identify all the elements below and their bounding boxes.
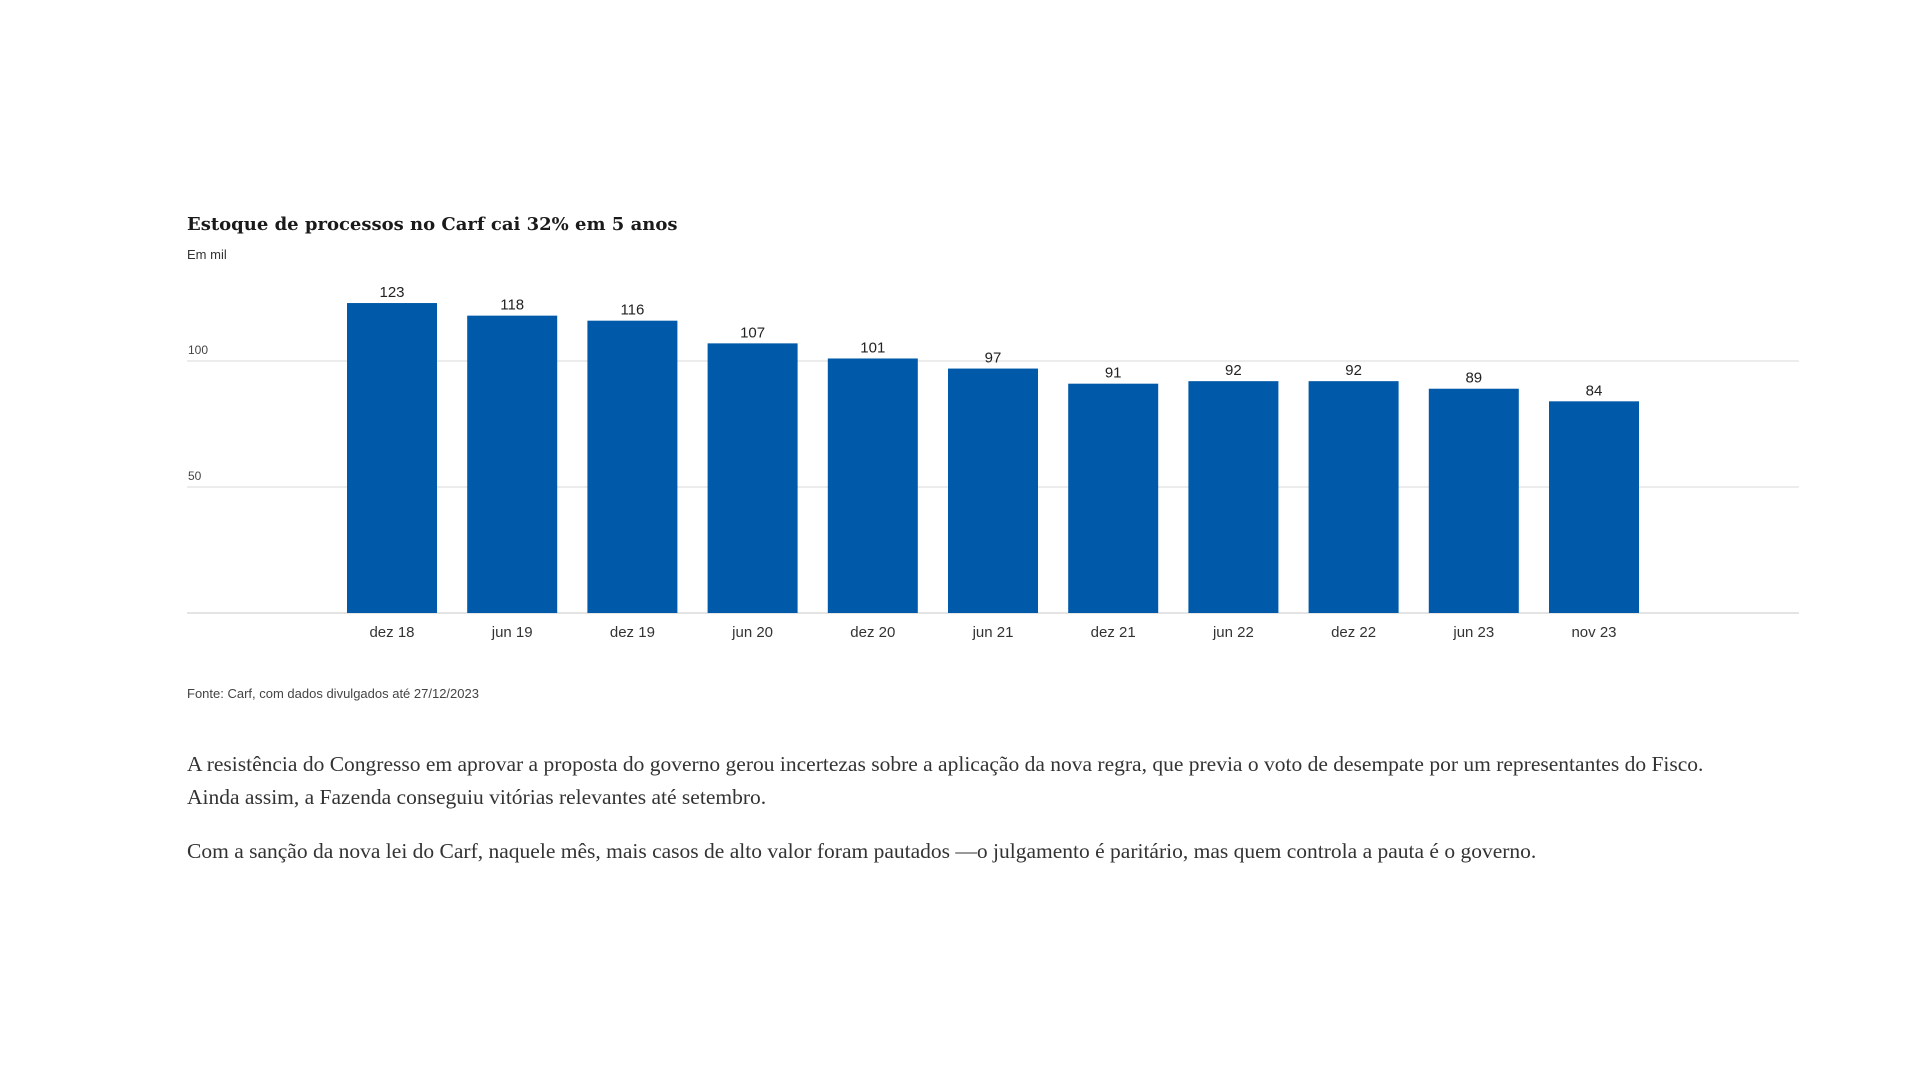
bar — [827, 358, 918, 613]
bar — [1068, 383, 1159, 613]
bar — [707, 343, 798, 613]
data-label: 91 — [1105, 365, 1122, 382]
x-tick-label: dez 20 — [850, 624, 895, 641]
x-tick-label: nov 23 — [1571, 624, 1616, 641]
x-tick-label: dez 19 — [610, 624, 655, 641]
data-label: 84 — [1586, 382, 1603, 399]
data-label: 101 — [860, 339, 885, 356]
bar-chart: 50 100 123 dez 18 118 jun 19 116 dez 19 107 jun 2… — [187, 284, 1799, 641]
article-paragraph: Com a sanção da nova lei do Carf, naquel… — [187, 839, 1537, 863]
bar — [347, 303, 437, 613]
x-tick-label: jun 20 — [731, 624, 773, 641]
data-label: 118 — [500, 297, 524, 314]
y-tick-label: 50 — [188, 469, 202, 483]
data-label: 89 — [1465, 370, 1482, 387]
bar — [1188, 381, 1279, 613]
data-label: 123 — [379, 284, 404, 301]
data-label: 116 — [620, 302, 644, 319]
x-tick-label: jun 21 — [972, 624, 1014, 641]
data-label: 92 — [1345, 362, 1362, 379]
x-tick-label: dez 18 — [369, 624, 414, 641]
chart-title: Estoque de processos no Carf cai 32% em … — [187, 214, 678, 235]
x-tick-label: dez 22 — [1331, 624, 1376, 641]
bar — [1549, 401, 1639, 613]
chart-subtitle: Em mil — [187, 247, 227, 262]
data-label: 107 — [740, 324, 765, 341]
data-label: 92 — [1225, 362, 1242, 379]
bar — [1428, 388, 1519, 613]
source-note: Fonte: Carf, com dados divulgados até 27… — [187, 686, 479, 701]
y-tick-label: 100 — [188, 343, 208, 357]
x-tick-label: jun 22 — [1212, 624, 1254, 641]
x-tick-label: jun 23 — [1452, 624, 1494, 641]
bar — [948, 368, 1038, 613]
bar — [1308, 381, 1399, 613]
data-label: 97 — [985, 350, 1002, 367]
x-tick-label: dez 21 — [1091, 624, 1136, 641]
x-tick-label: jun 19 — [491, 624, 533, 641]
bar — [587, 320, 678, 613]
article-paragraph: A resistência do Congresso em aprovar a … — [187, 752, 1704, 809]
article-body: A resistência do Congresso em aprovar a … — [187, 748, 1747, 889]
bar — [467, 315, 558, 613]
